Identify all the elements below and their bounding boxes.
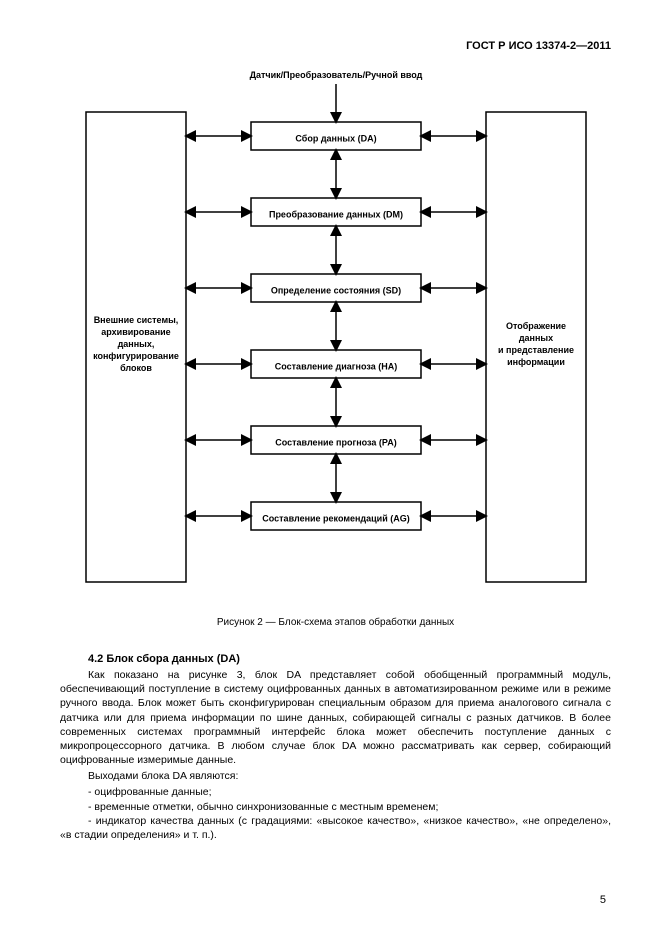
page: ГОСТ Р ИСО 13374-2—2011 Датчик/Преобразо… (0, 0, 661, 936)
body-paragraph-2: Выходами блока DA являются: (60, 769, 611, 783)
svg-text:Преобразование данных (DM): Преобразование данных (DM) (268, 209, 402, 219)
svg-text:Составление прогноза (PA): Составление прогноза (PA) (275, 437, 396, 447)
section-heading: 4.2 Блок сбора данных (DA) (60, 653, 611, 665)
svg-text:информации: информации (507, 357, 565, 367)
svg-text:архивирование: архивирование (101, 327, 170, 337)
svg-text:Датчик/Преобразователь/Ручной: Датчик/Преобразователь/Ручной ввод (249, 70, 422, 80)
svg-text:данных,: данных, (117, 339, 154, 349)
list-item-2: - временные отметки, обычно синхронизова… (60, 800, 611, 814)
svg-text:Отображение: Отображение (505, 321, 565, 331)
figure-caption: Рисунок 2 — Блок-схема этапов обработки … (60, 617, 611, 628)
svg-text:Сбор данных (DA): Сбор данных (DA) (295, 133, 376, 143)
list-item-1: - оцифрованные данные; (60, 785, 611, 799)
doc-header: ГОСТ Р ИСО 13374-2—2011 (60, 40, 611, 52)
svg-text:Составление рекомендаций (AG): Составление рекомендаций (AG) (262, 513, 409, 523)
svg-text:блоков: блоков (120, 363, 152, 373)
flowchart-diagram: Датчик/Преобразователь/Ручной ввод Внешни… (66, 62, 606, 602)
body-paragraph-1: Как показано на рисунке 3, блок DA предс… (60, 668, 611, 767)
svg-text:Внешние системы,: Внешние системы, (93, 315, 178, 325)
page-number: 5 (600, 894, 606, 906)
svg-text:Составление диагноза (HA): Составление диагноза (HA) (274, 361, 396, 371)
list-item-3: - индикатор качества данных (с градациям… (60, 814, 611, 842)
svg-text:данных: данных (518, 333, 552, 343)
svg-text:Определение состояния (SD): Определение состояния (SD) (270, 285, 400, 295)
svg-text:конфигурирование: конфигурирование (93, 351, 179, 361)
svg-text:и представление: и представление (498, 345, 574, 355)
